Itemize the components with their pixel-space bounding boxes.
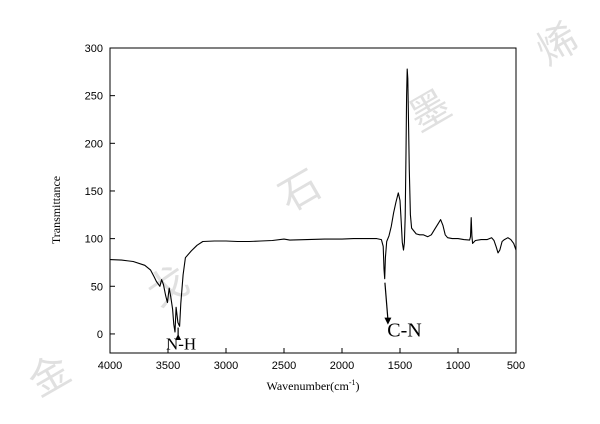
y-tick-label: 50 xyxy=(91,281,103,293)
y-tick-label: 150 xyxy=(85,186,103,198)
x-tick-label: 500 xyxy=(507,360,525,372)
x-tick-label: 1000 xyxy=(446,360,470,372)
y-tick-label: 0 xyxy=(97,329,103,341)
spectrum-line-1 xyxy=(109,68,517,333)
x-tick-label: 3000 xyxy=(214,360,238,372)
watermark-char-1: 金 xyxy=(21,346,79,406)
cn-arrow-line xyxy=(384,282,389,320)
annotation-nh-label: N-H xyxy=(166,335,196,354)
x-axis-title-superscript: -1 xyxy=(349,378,356,387)
y-tick-label: 300 xyxy=(85,43,103,55)
x-axis-title: Wavenumber(cm-1) xyxy=(266,378,359,393)
watermark-char-5: 烯 xyxy=(529,15,587,75)
annotation-layer: N-H C-N xyxy=(166,282,422,354)
x-axis-title-main: Wavenumber(cm xyxy=(266,379,349,393)
y-axis-title: Transmittance xyxy=(49,176,63,244)
watermark-char-4: 墨 xyxy=(401,81,459,141)
plot-frame xyxy=(109,47,517,354)
x-tick-label: 2000 xyxy=(330,360,354,372)
y-tick-label: 250 xyxy=(85,91,103,103)
x-tick-label: 1500 xyxy=(388,360,412,372)
x-axis-ticks: 4000 3500 3000 2500 2000 1500 1000 500 xyxy=(98,348,525,372)
watermark: 金 戈 石 墨 烯 xyxy=(21,15,587,406)
watermark-char-3: 石 xyxy=(271,161,329,221)
y-tick-label: 100 xyxy=(85,234,103,246)
annotation-cn-label: C-N xyxy=(387,320,421,342)
series-layer xyxy=(109,68,517,333)
x-tick-label: 3500 xyxy=(156,360,180,372)
cn-arrow-head xyxy=(384,317,392,325)
y-axis-ticks: 0 50 100 150 200 250 300 xyxy=(85,43,115,341)
y-tick-label: 200 xyxy=(85,138,103,150)
x-tick-label: 2500 xyxy=(272,360,296,372)
x-tick-label: 4000 xyxy=(98,360,122,372)
watermark-char-2: 戈 xyxy=(140,257,198,317)
x-axis-title-suffix: ) xyxy=(356,379,360,393)
nh-arrow-head xyxy=(175,334,182,341)
